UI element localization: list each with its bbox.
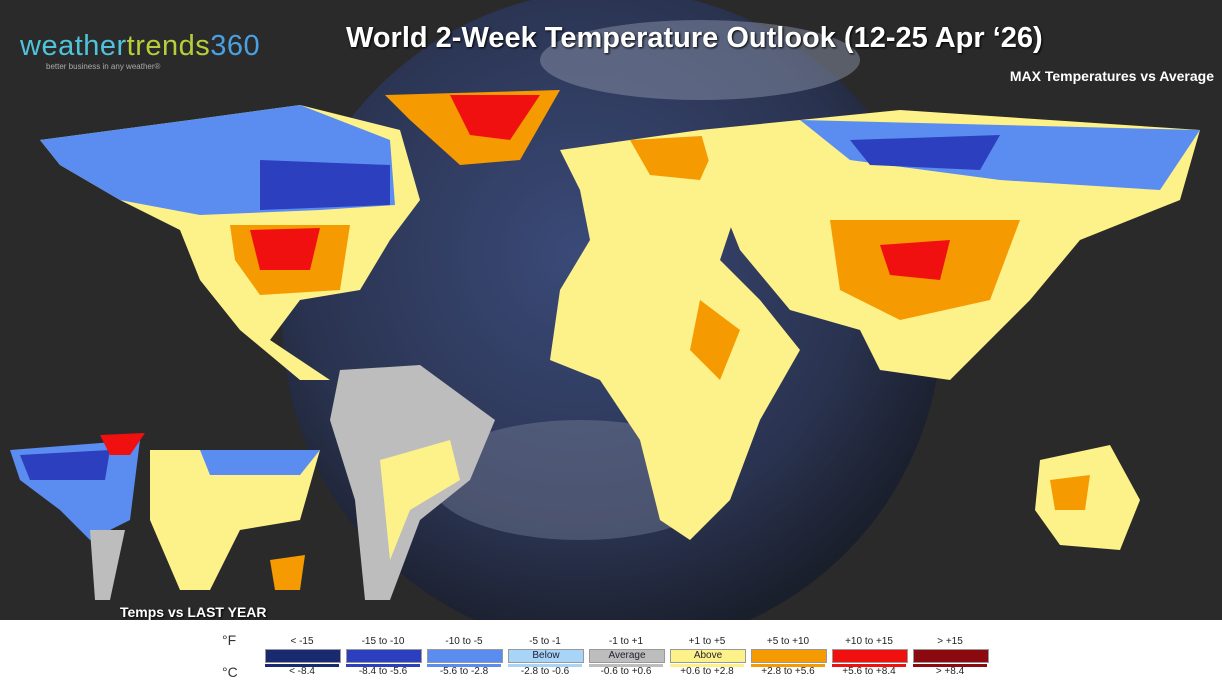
- logo-text: 360: [210, 30, 261, 62]
- weathertrends360-logo: weathertrends360: [20, 30, 260, 63]
- legend-f-range: -15 to -10: [361, 636, 405, 647]
- legend-swatch: Above: [670, 649, 746, 663]
- legend-item: -15 to -10 -8.4 to -5.6: [343, 620, 423, 687]
- page-title: World 2-Week Temperature Outlook (12-25 …: [346, 22, 1043, 54]
- logo-text: trends: [126, 30, 211, 62]
- legend-c-range: -0.6 to +0.6: [600, 666, 652, 677]
- logo-tagline: better business in any weather®: [46, 62, 161, 71]
- legend-c-range: < -8.4: [289, 666, 315, 677]
- legend-item: +10 to +15 +5.6 to +8.4: [829, 620, 909, 687]
- legend-item: < -15 < -8.4: [262, 620, 342, 687]
- legend-f-range: -1 to +1: [608, 636, 644, 647]
- legend-f-range: +10 to +15: [845, 636, 893, 647]
- australia: [1035, 445, 1140, 550]
- legend-swatch-underline: [508, 664, 582, 667]
- legend-swatch: [346, 649, 422, 663]
- legend-f-range: -10 to -5: [445, 636, 483, 647]
- legend-swatch-underline: [589, 664, 663, 667]
- legend-swatch-underline: [832, 664, 906, 667]
- unit-fahrenheit: °F: [222, 632, 237, 648]
- legend-swatch: Below: [508, 649, 584, 663]
- legend-swatch: [913, 649, 989, 663]
- legend-swatch-underline: [751, 664, 825, 667]
- legend-c-range: -5.6 to -2.8: [439, 666, 489, 677]
- unit-celsius: °C: [222, 664, 238, 680]
- legend-c-range: > +8.4: [935, 666, 965, 677]
- europe-africa: [550, 130, 800, 540]
- legend-swatch: [427, 649, 503, 663]
- legend-f-range: +5 to +10: [766, 636, 810, 647]
- last-year-inset-map: [10, 433, 320, 600]
- legend-swatch: [265, 649, 341, 663]
- legend-item: > +15 > +8.4: [910, 620, 990, 687]
- legend-c-range: +2.8 to +5.6: [761, 666, 815, 677]
- legend-item: +5 to +10 +2.8 to +5.6: [748, 620, 828, 687]
- legend-item: +1 to +5 Above +0.6 to +2.8: [667, 620, 747, 687]
- legend-swatch-underline: [346, 664, 420, 667]
- subtitle: MAX Temperatures vs Average: [1009, 68, 1214, 84]
- legend-c-range: -2.8 to -0.6: [520, 666, 570, 677]
- logo-text: weather: [20, 30, 127, 62]
- legend-f-range: < -15: [290, 636, 314, 647]
- legend-item: -5 to -1 Below -2.8 to -0.6: [505, 620, 585, 687]
- legend-swatch: [751, 649, 827, 663]
- legend-swatch-underline: [265, 664, 339, 667]
- legend-swatch: [832, 649, 908, 663]
- legend-item: -10 to -5 -5.6 to -2.8: [424, 620, 504, 687]
- legend-f-range: +1 to +5: [688, 636, 726, 647]
- legend-f-range: > +15: [937, 636, 963, 647]
- legend-swatch-underline: [670, 664, 744, 667]
- temperature-map: [10, 0, 1200, 620]
- legend-swatch-underline: [427, 664, 501, 667]
- legend-f-range: -5 to -1: [529, 636, 561, 647]
- legend-swatch-underline: [913, 664, 987, 667]
- legend-c-range: +0.6 to +2.8: [680, 666, 734, 677]
- legend-item: -1 to +1 Average -0.6 to +0.6: [586, 620, 666, 687]
- inset-label: Temps vs LAST YEAR: [120, 604, 267, 620]
- temperature-legend: °F °C < -15 < -8.4 -15 to -10 -8.4 to -5.…: [0, 620, 1222, 687]
- legend-c-range: +5.6 to +8.4: [842, 666, 896, 677]
- legend-swatch: Average: [589, 649, 665, 663]
- legend-c-range: -8.4 to -5.6: [358, 666, 408, 677]
